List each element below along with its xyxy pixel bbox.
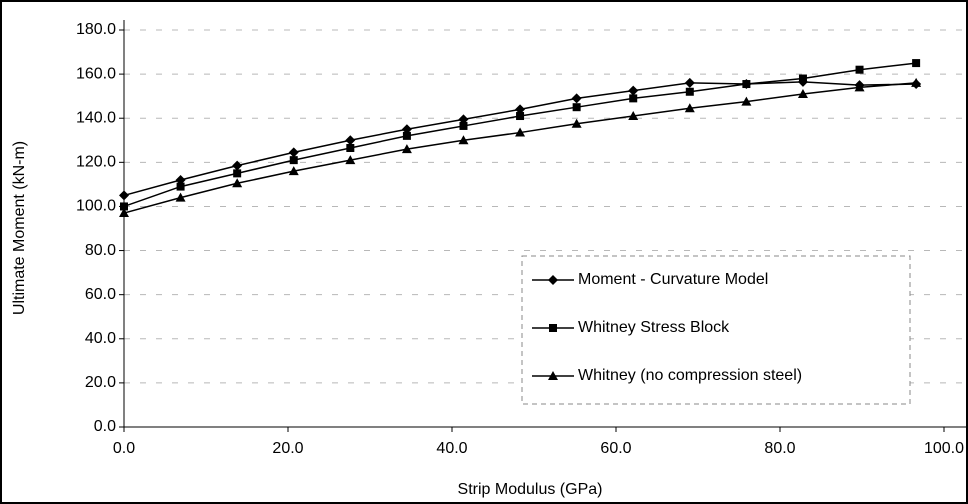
- marker: [912, 59, 921, 68]
- marker: [684, 103, 695, 113]
- marker: [854, 82, 865, 92]
- marker: [515, 104, 526, 115]
- marker: [628, 111, 639, 121]
- legend-label: Whitney Stress Block: [578, 319, 730, 336]
- series-line: [123, 81, 917, 197]
- y-tick-label: 140.0: [76, 109, 116, 126]
- x-tick-label: 100.0: [924, 440, 964, 457]
- y-tick-label: 180.0: [76, 21, 116, 38]
- x-tick-label: 0.0: [113, 440, 135, 457]
- marker: [458, 135, 469, 145]
- legend-label: Whitney (no compression steel): [578, 367, 802, 384]
- marker: [232, 178, 243, 188]
- marker: [855, 65, 864, 74]
- marker: [549, 324, 557, 332]
- marker: [345, 155, 356, 165]
- marker: [119, 190, 129, 201]
- marker: [685, 87, 694, 96]
- marker: [571, 93, 582, 104]
- y-tick-label: 100.0: [76, 198, 116, 215]
- y-axis-label: Ultimate Moment (kN-m): [11, 141, 28, 315]
- marker: [175, 174, 186, 185]
- marker: [741, 96, 752, 106]
- marker: [798, 74, 807, 83]
- marker: [572, 103, 581, 112]
- marker: [401, 144, 412, 154]
- x-axis-label: Strip Modulus (GPa): [458, 481, 603, 498]
- marker: [571, 118, 582, 128]
- marker: [120, 202, 128, 211]
- legend-box: [521, 255, 911, 405]
- y-tick-label: 120.0: [76, 154, 116, 171]
- marker: [288, 166, 299, 176]
- marker: [175, 192, 186, 202]
- marker: [911, 77, 922, 87]
- marker: [346, 143, 355, 152]
- marker: [288, 147, 299, 158]
- x-tick-label: 60.0: [600, 440, 631, 457]
- y-tick-label: 40.0: [85, 330, 116, 347]
- marker: [176, 182, 185, 191]
- x-tick-label: 40.0: [436, 440, 467, 457]
- marker: [516, 112, 525, 121]
- marker: [232, 160, 243, 171]
- y-tick-label: 80.0: [85, 242, 116, 259]
- marker: [233, 169, 242, 178]
- marker: [289, 156, 298, 165]
- marker: [797, 88, 808, 98]
- series-line: [123, 82, 917, 214]
- marker: [459, 121, 468, 130]
- marker: [548, 275, 558, 285]
- y-tick-label: 160.0: [76, 65, 116, 82]
- marker: [629, 94, 638, 103]
- marker: [742, 80, 751, 89]
- marker: [401, 124, 412, 135]
- marker: [548, 371, 558, 380]
- marker: [458, 114, 469, 125]
- marker: [515, 127, 526, 137]
- y-tick-label: 0.0: [94, 418, 116, 435]
- legend-label: Moment - Curvature Model: [578, 271, 768, 288]
- marker: [345, 135, 356, 146]
- y-tick-label: 20.0: [85, 374, 116, 391]
- marker: [119, 208, 129, 218]
- marker: [628, 85, 639, 96]
- marker: [402, 131, 411, 140]
- x-tick-label: 20.0: [272, 440, 303, 457]
- x-tick-label: 80.0: [764, 440, 795, 457]
- marker: [684, 77, 695, 88]
- y-tick-label: 60.0: [85, 286, 116, 303]
